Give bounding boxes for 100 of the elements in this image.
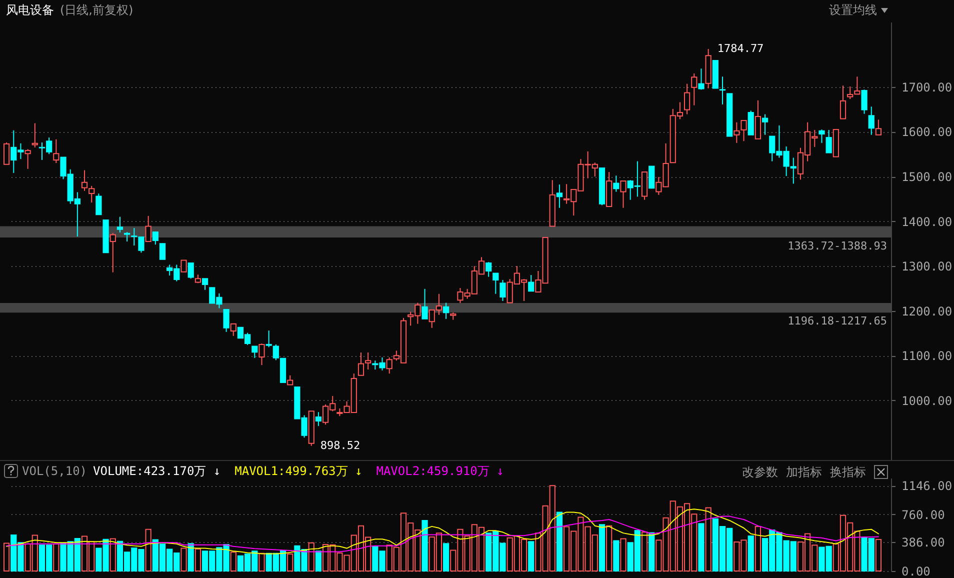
text: 加指标	[786, 464, 822, 480]
bar	[875, 538, 882, 572]
y-tick-label: 1500.00	[902, 170, 952, 184]
candlestick	[818, 128, 825, 144]
bar	[53, 543, 60, 572]
candlestick	[24, 148, 31, 170]
candlestick	[868, 106, 874, 136]
candlestick	[556, 184, 563, 208]
bar	[180, 548, 187, 572]
candlestick	[861, 89, 868, 114]
bar	[442, 543, 450, 572]
text: 设置均线	[829, 2, 877, 18]
annotation: 1784.77	[717, 42, 764, 55]
candlestick	[620, 180, 626, 208]
candlestick	[422, 288, 428, 320]
bar	[3, 542, 10, 572]
candlestick	[159, 242, 166, 260]
candlestick	[88, 185, 95, 203]
y-tick-label: 1146.00	[902, 479, 952, 494]
text: VOLUME:423.170万 ↓	[93, 462, 221, 480]
y-tick-label: 1400.00	[902, 214, 952, 229]
candlestick	[96, 193, 102, 216]
bar	[110, 538, 116, 572]
candlestick	[754, 100, 761, 140]
bar	[528, 541, 534, 572]
candlestick	[124, 232, 130, 242]
band-label: 1363.72-1388.93	[788, 240, 887, 253]
candlestick	[110, 232, 116, 273]
bar	[230, 552, 236, 572]
candlestick	[230, 323, 236, 336]
chart-subtitle: (日线,前复权)	[60, 2, 134, 18]
candlestick	[223, 309, 230, 332]
text: MAVOL2:459.910万 ↓	[376, 462, 504, 480]
candlestick	[492, 272, 499, 294]
chart-title: 风电设备	[6, 2, 54, 18]
candlestick	[840, 85, 846, 120]
text: 改参数	[742, 464, 778, 480]
y-tick-label: 1700.00	[902, 80, 952, 94]
candlestick	[180, 260, 187, 272]
candlestick	[287, 374, 294, 386]
y-tick-label: 1000.00	[902, 394, 952, 408]
candlestick	[3, 142, 10, 165]
candlestick	[719, 76, 726, 105]
y-tick-label: 1300.00	[902, 260, 952, 274]
candlestick	[740, 120, 747, 142]
bar	[315, 550, 322, 572]
candlestick	[32, 122, 38, 148]
bar	[606, 525, 612, 572]
y-tick-label: 760.00	[902, 508, 945, 522]
candlestick	[698, 68, 704, 90]
candlestick	[145, 215, 152, 242]
candlestick	[188, 262, 194, 280]
annotation: 898.52	[320, 438, 360, 452]
candlestick	[315, 412, 322, 426]
candlestick	[762, 114, 768, 136]
y-tick-label: 1600.00	[902, 125, 952, 140]
y-tick-label: 1100.00	[902, 349, 952, 364]
y-tick-label: 1200.00	[902, 304, 952, 318]
bar	[705, 507, 712, 572]
candlestick	[500, 279, 506, 302]
bar	[641, 532, 648, 572]
bar	[287, 554, 294, 572]
candlestick	[53, 138, 60, 164]
bar	[748, 535, 754, 572]
bar	[698, 523, 704, 572]
bar	[754, 526, 761, 572]
candlestick	[826, 129, 832, 154]
y-tick-label: 0.00	[902, 564, 930, 578]
candlestick	[81, 170, 88, 192]
candlestick	[152, 232, 158, 246]
candlestick	[252, 346, 258, 358]
candlestick	[748, 110, 754, 136]
bar	[258, 552, 265, 572]
candlestick	[613, 175, 620, 192]
candlestick	[442, 302, 450, 320]
bar	[556, 512, 563, 572]
bar	[613, 540, 620, 572]
bar	[648, 532, 655, 572]
candlestick	[258, 343, 265, 366]
line-series	[6, 516, 879, 552]
candlestick	[875, 119, 882, 136]
y-tick-label: 386.00	[902, 536, 945, 550]
candlestick	[116, 216, 124, 233]
candlestick	[486, 262, 492, 278]
bar	[422, 520, 428, 572]
candlestick	[691, 73, 698, 106]
bar	[308, 542, 314, 572]
candlestick	[528, 274, 534, 292]
bar	[188, 543, 194, 572]
text: 换指标	[830, 464, 866, 480]
line-series	[6, 508, 879, 554]
candlestick	[734, 122, 740, 144]
candlestick	[684, 83, 690, 115]
candlestick	[648, 166, 655, 190]
band-label: 1196.18-1217.65	[788, 314, 887, 328]
chart-title: VOL(5,10)	[22, 464, 88, 478]
bar	[598, 524, 606, 572]
bar	[194, 548, 201, 572]
bar	[620, 538, 626, 572]
bar	[145, 528, 152, 572]
